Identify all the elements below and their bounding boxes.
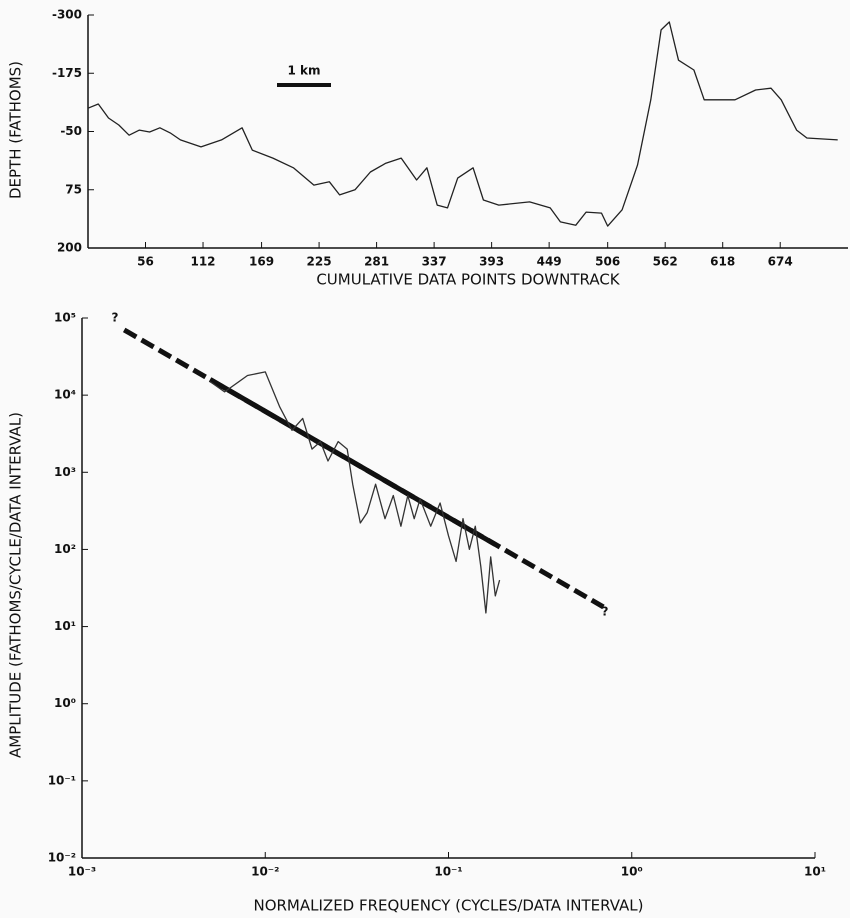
x-tick-label: 225 xyxy=(307,255,332,269)
y-tick-label: -300 xyxy=(52,8,82,22)
x-tick-label: 10¹ xyxy=(804,865,826,879)
x-tick-label: 674 xyxy=(768,255,793,269)
y-tick-label: 10³ xyxy=(54,465,76,479)
x-tick-label: 112 xyxy=(190,255,215,269)
y-tick-label: 10² xyxy=(54,542,76,556)
annotation: ? xyxy=(602,605,609,619)
y-tick-label: 10⁵ xyxy=(54,311,76,325)
x-tick-label: 337 xyxy=(422,255,447,269)
y-tick-label: 75 xyxy=(65,182,82,196)
x-tick-label: 10⁻² xyxy=(251,865,279,879)
x-tick-label: 618 xyxy=(710,255,735,269)
y-axis-label: AMPLITUDE (FATHOMS/CYCLE/DATA INTERVAL) xyxy=(7,412,25,758)
y-axis-label: DEPTH (FATHOMS) xyxy=(7,61,25,199)
x-tick-label: 562 xyxy=(653,255,678,269)
y-tick-label: 10⁴ xyxy=(54,388,76,402)
data-line xyxy=(122,327,605,610)
x-axis-label: NORMALIZED FREQUENCY (CYCLES/DATA INTERV… xyxy=(253,897,643,915)
data-line xyxy=(209,371,501,614)
data-line xyxy=(208,377,497,547)
x-tick-label: 281 xyxy=(364,255,389,269)
y-tick-label: 200 xyxy=(57,241,82,255)
y-tick-label: 10⁰ xyxy=(54,696,76,710)
x-tick-label: 56 xyxy=(137,255,154,269)
annotation: 1 km xyxy=(287,64,320,78)
y-tick-label: 10¹ xyxy=(54,619,76,633)
y-tick-label: -50 xyxy=(60,124,82,138)
x-tick-label: 449 xyxy=(537,255,562,269)
data-line xyxy=(87,21,838,227)
x-tick-label: 506 xyxy=(595,255,620,269)
x-tick-label: 393 xyxy=(479,255,504,269)
x-tick-label: 169 xyxy=(249,255,274,269)
annotation: ? xyxy=(112,311,119,325)
y-tick-label: -175 xyxy=(52,66,82,80)
x-tick-label: 10⁻³ xyxy=(68,865,96,879)
x-axis-label: CUMULATIVE DATA POINTS DOWNTRACK xyxy=(316,271,620,289)
y-tick-label: 10⁻¹ xyxy=(48,773,76,787)
x-tick-label: 10⁰ xyxy=(621,865,643,879)
y-tick-label: 10⁻² xyxy=(48,851,76,865)
x-tick-label: 10⁻¹ xyxy=(434,865,462,879)
